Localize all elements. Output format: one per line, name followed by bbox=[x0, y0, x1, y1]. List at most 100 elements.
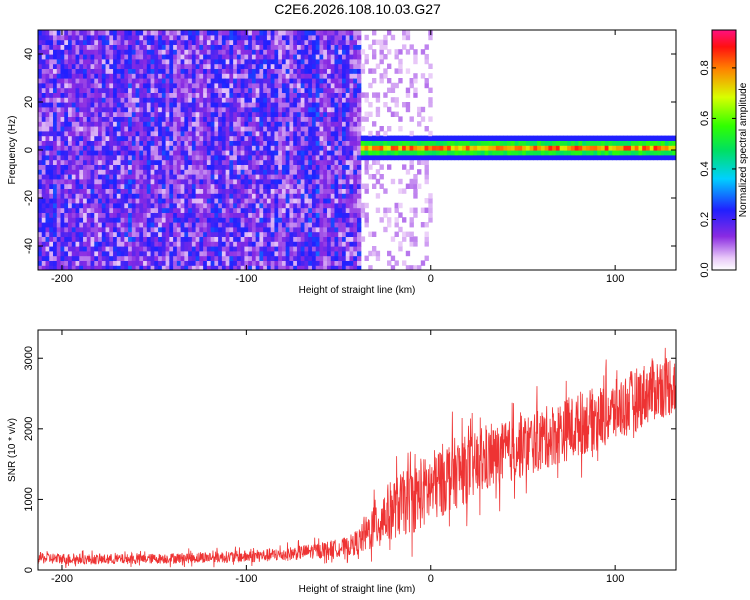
spectrogram-cell bbox=[128, 97, 133, 103]
spectrogram-cell bbox=[623, 145, 628, 151]
spectrogram-cell bbox=[308, 78, 313, 84]
spectrogram-cell bbox=[165, 140, 170, 146]
spectrogram-cell bbox=[109, 265, 114, 270]
spectrogram-cell bbox=[150, 135, 155, 141]
spectrogram-cell bbox=[281, 217, 287, 223]
spectrogram-cell bbox=[109, 44, 114, 50]
spectrogram-cell bbox=[311, 78, 317, 84]
spectrogram-cell bbox=[83, 78, 88, 84]
spectrogram-cell bbox=[221, 68, 227, 74]
spectrogram-cell bbox=[319, 78, 324, 84]
spectrogram-cell bbox=[233, 39, 238, 45]
spectrogram-cell bbox=[251, 150, 257, 156]
spectrogram-cell bbox=[334, 150, 339, 156]
spectrogram-cell bbox=[135, 226, 140, 233]
spectrogram-cell bbox=[150, 30, 155, 36]
spectrogram-cell bbox=[608, 140, 613, 146]
spectrogram-cell bbox=[169, 126, 174, 132]
spectrogram-cell bbox=[357, 222, 362, 228]
spectrogram-cell bbox=[94, 250, 99, 257]
spectrogram-cell bbox=[244, 222, 249, 228]
spectrogram-cell bbox=[165, 44, 170, 50]
spectrogram-cell bbox=[341, 135, 347, 141]
spectrogram-cell bbox=[150, 207, 155, 213]
spectrogram-cell bbox=[75, 231, 80, 237]
spectrogram-cell bbox=[75, 102, 80, 108]
spectrogram-cell bbox=[199, 241, 204, 247]
spectrogram-cell bbox=[206, 164, 212, 170]
spectrogram-cell bbox=[71, 82, 77, 89]
spectrogram-cell bbox=[143, 121, 148, 127]
spectrogram-cell bbox=[105, 135, 110, 141]
spectrogram-cell bbox=[49, 140, 54, 146]
spectrogram-cell bbox=[218, 73, 223, 79]
spectrogram-cell bbox=[49, 44, 54, 50]
spectrogram-cell bbox=[308, 44, 313, 50]
spectrogram-cell bbox=[236, 255, 242, 261]
spectrogram-cell bbox=[349, 78, 354, 84]
spectrogram-cell bbox=[311, 30, 317, 36]
spectrogram-cell bbox=[480, 135, 486, 141]
spectrogram-cell bbox=[214, 236, 219, 242]
spectrogram-cell bbox=[293, 68, 298, 74]
spectrogram-cell bbox=[139, 34, 144, 41]
spectrogram-cell bbox=[507, 150, 512, 156]
spectrogram-cell bbox=[113, 231, 118, 237]
spectrogram-cell bbox=[266, 193, 272, 199]
spectrogram-cell bbox=[71, 97, 77, 103]
spectrogram-cell bbox=[522, 154, 527, 161]
spectrogram-cell bbox=[75, 111, 80, 117]
spectrogram-cell bbox=[109, 236, 114, 242]
spectrogram-cell bbox=[169, 246, 174, 252]
spectrogram-cell bbox=[293, 255, 298, 261]
spectrogram-cell bbox=[120, 202, 125, 209]
spectrogram-cell bbox=[45, 222, 50, 228]
spectrogram-cell bbox=[124, 226, 129, 233]
spectrogram-cell bbox=[41, 212, 47, 218]
spectrogram-cell bbox=[83, 202, 88, 209]
spectrogram-cell bbox=[251, 102, 257, 108]
spectrogram-cell bbox=[218, 193, 223, 199]
spectrogram-cell bbox=[165, 92, 170, 98]
spectrogram-cell bbox=[191, 250, 197, 257]
spectrogram-cell bbox=[585, 135, 591, 141]
spectrogram-cell bbox=[109, 217, 114, 223]
spectrogram-cell bbox=[173, 102, 178, 108]
spectrogram-cell bbox=[158, 188, 163, 194]
spectrogram-cell bbox=[56, 198, 62, 204]
spectrogram-cell bbox=[218, 250, 223, 257]
spectrogram-cell bbox=[323, 49, 328, 55]
spectrogram-cell bbox=[225, 111, 230, 117]
spectrogram-cell bbox=[225, 226, 230, 233]
spectrogram-cell bbox=[229, 188, 234, 194]
spectrogram-cell bbox=[221, 174, 227, 180]
spectrogram-cell bbox=[116, 78, 122, 84]
spectrogram-cell bbox=[251, 241, 257, 247]
spectrogram-cell bbox=[627, 140, 632, 146]
spectrogram-cell bbox=[360, 183, 366, 189]
spectrogram-cell bbox=[289, 30, 294, 36]
spectrogram-cell bbox=[165, 154, 170, 161]
spectrogram-cell bbox=[270, 92, 276, 98]
spectrogram-cell bbox=[244, 212, 249, 218]
spectrogram-cell bbox=[53, 178, 58, 185]
x-tick-label: 100 bbox=[606, 273, 624, 285]
spectrogram-cell bbox=[311, 97, 317, 103]
spectrogram-cell bbox=[188, 255, 193, 261]
spectrogram-cell bbox=[443, 135, 448, 141]
spectrogram-cell bbox=[101, 111, 107, 117]
spectrogram-cell bbox=[128, 183, 133, 189]
spectrogram-cell bbox=[266, 73, 272, 79]
spectrogram-cell bbox=[357, 159, 362, 165]
spectrogram-cell bbox=[582, 140, 587, 146]
spectrogram-cell bbox=[79, 135, 84, 141]
spectrogram-cell bbox=[79, 82, 84, 89]
spectrogram-cell bbox=[161, 116, 167, 122]
spectrogram-cell bbox=[184, 236, 189, 242]
spectrogram-cell bbox=[165, 111, 170, 117]
spectrogram-cell bbox=[38, 207, 43, 213]
spectrogram-cell bbox=[221, 130, 227, 137]
spectrogram-cell bbox=[244, 121, 249, 127]
spectrogram-cell bbox=[116, 130, 122, 137]
spectrogram-cell bbox=[158, 265, 163, 270]
